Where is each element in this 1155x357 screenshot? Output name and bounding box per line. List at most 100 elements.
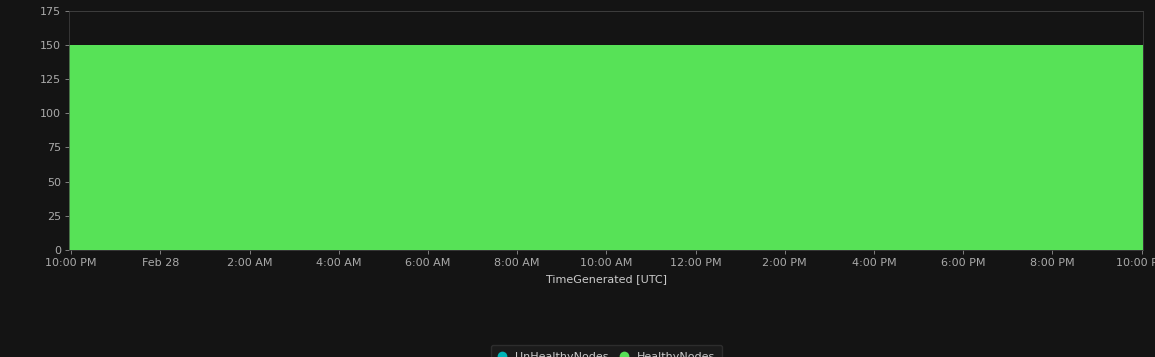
Bar bbox=[942, 45, 946, 250]
Bar bbox=[233, 45, 237, 250]
Bar bbox=[722, 45, 725, 250]
Bar bbox=[88, 45, 91, 250]
Bar bbox=[1102, 45, 1106, 250]
Bar bbox=[319, 45, 323, 250]
Bar bbox=[285, 45, 290, 250]
Bar bbox=[949, 45, 953, 250]
Bar bbox=[185, 45, 188, 250]
Bar bbox=[99, 45, 103, 250]
Bar bbox=[461, 45, 464, 250]
Bar bbox=[155, 45, 159, 250]
Bar bbox=[96, 45, 99, 250]
Bar bbox=[991, 45, 994, 250]
Bar bbox=[834, 45, 837, 250]
Bar bbox=[640, 45, 643, 250]
Bar bbox=[412, 45, 416, 250]
Bar bbox=[1083, 45, 1088, 250]
Bar bbox=[774, 45, 778, 250]
Bar bbox=[591, 45, 595, 250]
Bar bbox=[700, 45, 703, 250]
Bar bbox=[304, 45, 308, 250]
Bar bbox=[901, 45, 904, 250]
Bar bbox=[427, 45, 431, 250]
Bar bbox=[275, 45, 278, 250]
Bar bbox=[483, 45, 487, 250]
Bar bbox=[979, 45, 983, 250]
Bar bbox=[1013, 45, 1016, 250]
Bar bbox=[588, 45, 591, 250]
Bar bbox=[815, 45, 819, 250]
Bar bbox=[677, 45, 681, 250]
Bar bbox=[290, 45, 293, 250]
Bar bbox=[919, 45, 923, 250]
Bar bbox=[457, 45, 461, 250]
Bar bbox=[938, 45, 942, 250]
Bar bbox=[170, 45, 173, 250]
Bar bbox=[785, 45, 789, 250]
Bar bbox=[494, 45, 498, 250]
Bar bbox=[114, 45, 118, 250]
Bar bbox=[1020, 45, 1024, 250]
Bar bbox=[464, 45, 469, 250]
Bar bbox=[1091, 45, 1095, 250]
Bar bbox=[1046, 45, 1050, 250]
Bar bbox=[688, 45, 692, 250]
Bar bbox=[1088, 45, 1091, 250]
Bar bbox=[446, 45, 449, 250]
Bar bbox=[293, 45, 297, 250]
Bar bbox=[666, 45, 670, 250]
Bar bbox=[733, 45, 737, 250]
Bar bbox=[431, 45, 434, 250]
Bar bbox=[864, 45, 867, 250]
Bar bbox=[599, 45, 603, 250]
Bar bbox=[211, 45, 215, 250]
Bar bbox=[524, 45, 528, 250]
Bar bbox=[416, 45, 420, 250]
Bar bbox=[390, 45, 394, 250]
Bar bbox=[752, 45, 755, 250]
Bar bbox=[961, 45, 964, 250]
Bar bbox=[934, 45, 938, 250]
Bar bbox=[718, 45, 722, 250]
Bar bbox=[573, 45, 576, 250]
Bar bbox=[561, 45, 565, 250]
Bar bbox=[871, 45, 875, 250]
Bar bbox=[69, 45, 73, 250]
Bar bbox=[613, 45, 618, 250]
Bar bbox=[953, 45, 957, 250]
Bar bbox=[1006, 45, 1009, 250]
Bar bbox=[502, 45, 506, 250]
Bar bbox=[804, 45, 807, 250]
Bar bbox=[912, 45, 916, 250]
Bar bbox=[531, 45, 536, 250]
Bar bbox=[1117, 45, 1122, 250]
Bar bbox=[662, 45, 666, 250]
Bar bbox=[1040, 45, 1043, 250]
Bar bbox=[409, 45, 412, 250]
Bar bbox=[106, 45, 111, 250]
Bar bbox=[349, 45, 352, 250]
Bar bbox=[1095, 45, 1098, 250]
Bar bbox=[1125, 45, 1128, 250]
Bar bbox=[807, 45, 812, 250]
Bar bbox=[528, 45, 531, 250]
Bar bbox=[1140, 45, 1143, 250]
Bar bbox=[278, 45, 282, 250]
Bar bbox=[382, 45, 386, 250]
Bar bbox=[670, 45, 673, 250]
Bar bbox=[487, 45, 491, 250]
Bar bbox=[260, 45, 263, 250]
Bar bbox=[342, 45, 345, 250]
Bar bbox=[565, 45, 569, 250]
Bar bbox=[539, 45, 543, 250]
Bar bbox=[91, 45, 96, 250]
Bar bbox=[882, 45, 886, 250]
Bar bbox=[442, 45, 446, 250]
Bar bbox=[658, 45, 662, 250]
Bar bbox=[111, 45, 114, 250]
Bar bbox=[909, 45, 912, 250]
Bar bbox=[931, 45, 934, 250]
Bar bbox=[800, 45, 804, 250]
Bar bbox=[207, 45, 211, 250]
Bar bbox=[1053, 45, 1058, 250]
